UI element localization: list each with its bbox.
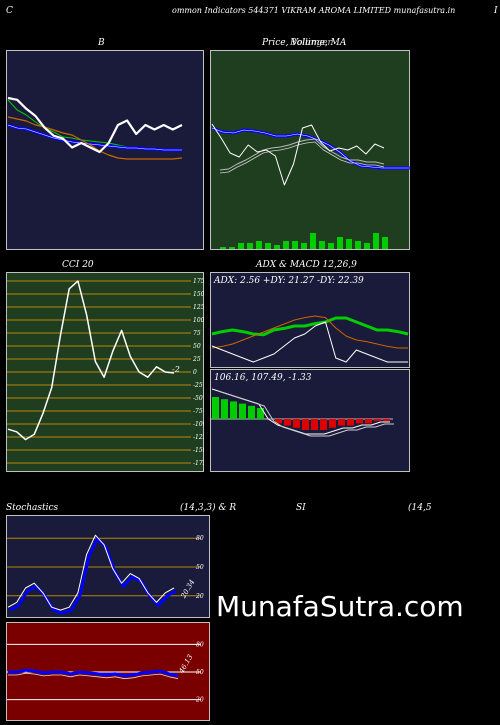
macd-histogram-bar [230, 401, 237, 419]
macd-histogram-bar [302, 419, 309, 430]
price-ma-blue-core [211, 127, 410, 169]
rsi-title-left: SI [296, 503, 306, 513]
cci-tick-label: -125 [193, 434, 204, 441]
header-left-char: C [6, 6, 13, 16]
macd-histogram-bar [293, 419, 300, 428]
cci-chart: 175 150 125 100 75 50 25 0 -25 -50 -75 -100 -125 -150… [6, 272, 204, 472]
volume-bar [319, 241, 325, 249]
rsi-tick-label: 50 [196, 669, 204, 676]
rsi-signal-line [8, 672, 179, 680]
price-close-line [211, 123, 385, 186]
volume-bar [382, 237, 388, 249]
adx-title: ADX & MACD 12,26,9 [256, 260, 357, 270]
price-title-overlay: Bollinger [290, 38, 332, 48]
macd-histogram-bar [365, 419, 372, 424]
macd-readout: 106.16, 107.49, -1.33 [214, 373, 312, 383]
volume-bar [283, 241, 289, 249]
macd-signal-line [217, 390, 394, 437]
macd-histogram-bar [347, 419, 354, 426]
volume-bar [337, 237, 343, 249]
macd-histogram-bar [239, 403, 246, 419]
cci-tick-label: -50 [193, 395, 203, 402]
cci-tick-label: 175 [193, 278, 204, 285]
macd-histogram-bar [320, 419, 327, 430]
macd-histogram-bar [212, 397, 219, 419]
macd-histogram-bar [275, 419, 282, 424]
macd-histogram-bar [329, 419, 336, 428]
macd-histogram-bar [311, 419, 318, 430]
adx-readout: ADX: 2.56 +DY: 21.27 -DY: 22.39 [214, 276, 364, 286]
volume-bar [238, 243, 244, 249]
panel-background [210, 50, 410, 250]
cci-line [7, 280, 175, 441]
cci-tick-label: -75 [193, 408, 203, 415]
volume-bar [229, 247, 235, 249]
adx-chart [210, 272, 410, 368]
price-ma-gray [219, 138, 385, 171]
cci-tick-label: 150 [193, 291, 204, 298]
macd-histogram-bar [257, 408, 264, 419]
bb-title: B [98, 38, 105, 48]
macd-histogram-bar [221, 399, 228, 419]
macd-histogram-bar [356, 419, 363, 424]
volume-bar [301, 243, 307, 249]
stoch-title-left: Stochastics [6, 503, 59, 513]
cci-tick-label: -175 [193, 460, 204, 467]
volume-bar [265, 243, 271, 249]
volume-bar [310, 233, 316, 249]
bb-lower-band [7, 116, 183, 160]
rsi-title-right: (14,5 [408, 503, 432, 513]
di-plus-line [211, 321, 408, 363]
volume-bar [328, 243, 334, 249]
volume-bar [247, 243, 253, 249]
cci-tick-label: 50 [193, 343, 201, 350]
adx-line [211, 316, 409, 337]
volume-bar [355, 241, 361, 249]
header-right-char: I [494, 6, 498, 16]
bb-middle-band-core [7, 124, 182, 151]
cci-tick-label: -150 [193, 447, 204, 454]
volume-bar [346, 239, 352, 249]
rsi-tick-label: 80 [196, 641, 204, 648]
macd-chart [210, 369, 410, 472]
di-minus-line [211, 315, 408, 349]
stochastics-chart: 80 50 20 [6, 515, 210, 618]
cci-tick-label: 0 [193, 369, 197, 376]
stoch-tick-label: 20 [195, 593, 204, 600]
bollinger-chart [6, 50, 204, 250]
cci-last-label: -2 [172, 365, 180, 374]
macd-histogram-bar [284, 419, 291, 426]
cci-title: CCI 20 [62, 260, 94, 270]
rsi-chart: 80 50 20 [6, 622, 210, 721]
cci-tick-label: 125 [193, 304, 204, 311]
bb-price-line [7, 96, 183, 154]
cci-tick-label: 75 [193, 330, 201, 337]
rsi-line [8, 668, 179, 678]
volume-bar [220, 247, 226, 249]
cci-tick-label: -100 [193, 421, 204, 428]
volume-bar [292, 241, 298, 249]
macd-histogram-bar [338, 419, 345, 426]
stoch-tick-label: 50 [196, 564, 204, 571]
macd-histogram-bar [248, 405, 255, 419]
stoch-tick-label: 80 [196, 535, 204, 542]
page-title: ommon Indicators 544371 VIKRAM AROMA LIM… [172, 6, 456, 15]
macd-histogram-bar [383, 419, 390, 422]
rsi-tick-label: 20 [195, 697, 204, 704]
cci-tick-label: 25 [192, 356, 201, 363]
stoch-k-line [7, 534, 175, 611]
volume-bar [364, 243, 370, 249]
panel-background [210, 272, 410, 368]
volume-bar [373, 233, 379, 249]
stoch-title-right: (14,3,3) & R [180, 503, 237, 513]
volume-bar [256, 241, 262, 249]
macd-histogram-bar [374, 419, 381, 422]
volume-bar [274, 245, 280, 249]
watermark: MunafaSutra.com [216, 590, 464, 623]
price-title: Price, Volume, MA [262, 38, 347, 48]
price-ma-gray-2 [219, 141, 385, 174]
cci-tick-label: -25 [193, 382, 203, 389]
cci-tick-label: 100 [193, 317, 204, 324]
price-chart [210, 50, 410, 250]
